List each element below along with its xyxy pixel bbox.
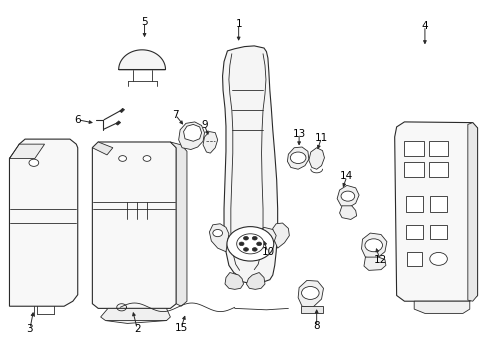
Circle shape xyxy=(212,229,222,237)
Polygon shape xyxy=(308,148,324,169)
Polygon shape xyxy=(394,122,477,301)
Text: 7: 7 xyxy=(172,110,178,120)
Text: 14: 14 xyxy=(340,171,353,181)
Text: 13: 13 xyxy=(292,129,305,139)
Circle shape xyxy=(340,191,354,201)
Circle shape xyxy=(143,156,151,161)
Polygon shape xyxy=(222,46,277,283)
Polygon shape xyxy=(246,273,264,289)
Text: 11: 11 xyxy=(314,133,327,143)
Polygon shape xyxy=(170,142,186,306)
Bar xyxy=(405,196,422,212)
Polygon shape xyxy=(116,121,121,125)
Polygon shape xyxy=(9,144,44,158)
Text: 10: 10 xyxy=(261,247,274,257)
Polygon shape xyxy=(120,108,124,113)
Polygon shape xyxy=(413,301,469,314)
Polygon shape xyxy=(203,132,217,153)
Polygon shape xyxy=(119,50,165,69)
Polygon shape xyxy=(183,125,201,141)
Text: 5: 5 xyxy=(141,17,147,27)
Bar xyxy=(429,196,446,212)
Polygon shape xyxy=(287,147,308,169)
Circle shape xyxy=(29,159,39,166)
Bar xyxy=(428,162,447,177)
Circle shape xyxy=(429,252,447,265)
Circle shape xyxy=(364,239,382,252)
Bar xyxy=(404,141,423,156)
Polygon shape xyxy=(272,223,289,248)
Circle shape xyxy=(119,156,126,161)
Circle shape xyxy=(290,152,305,163)
Polygon shape xyxy=(339,206,356,220)
Text: 4: 4 xyxy=(421,21,427,31)
Text: 8: 8 xyxy=(313,321,319,331)
Polygon shape xyxy=(178,122,204,149)
Circle shape xyxy=(252,237,257,240)
Text: 3: 3 xyxy=(26,324,33,334)
Polygon shape xyxy=(256,227,276,247)
Bar xyxy=(429,225,446,239)
Text: 9: 9 xyxy=(201,121,207,130)
Text: 6: 6 xyxy=(74,115,81,125)
Polygon shape xyxy=(224,273,243,289)
Polygon shape xyxy=(92,142,113,155)
Polygon shape xyxy=(361,233,386,259)
Bar xyxy=(405,225,422,239)
Polygon shape xyxy=(209,224,228,252)
Bar xyxy=(406,252,421,266)
Circle shape xyxy=(226,226,273,261)
Polygon shape xyxy=(298,280,323,307)
Circle shape xyxy=(252,248,257,251)
Circle shape xyxy=(256,242,261,246)
Text: 2: 2 xyxy=(134,324,140,334)
Circle shape xyxy=(243,248,248,251)
Polygon shape xyxy=(363,257,385,270)
Polygon shape xyxy=(9,139,78,306)
Polygon shape xyxy=(101,309,170,323)
Circle shape xyxy=(243,237,248,240)
Circle shape xyxy=(239,242,244,246)
Circle shape xyxy=(301,287,319,300)
Bar xyxy=(428,141,447,156)
Text: 1: 1 xyxy=(235,19,242,29)
Text: 15: 15 xyxy=(174,323,187,333)
Bar xyxy=(404,162,423,177)
Polygon shape xyxy=(92,142,176,309)
Circle shape xyxy=(236,234,264,254)
Polygon shape xyxy=(336,185,358,208)
Text: 12: 12 xyxy=(373,255,386,265)
Polygon shape xyxy=(467,123,477,301)
Polygon shape xyxy=(300,306,323,313)
